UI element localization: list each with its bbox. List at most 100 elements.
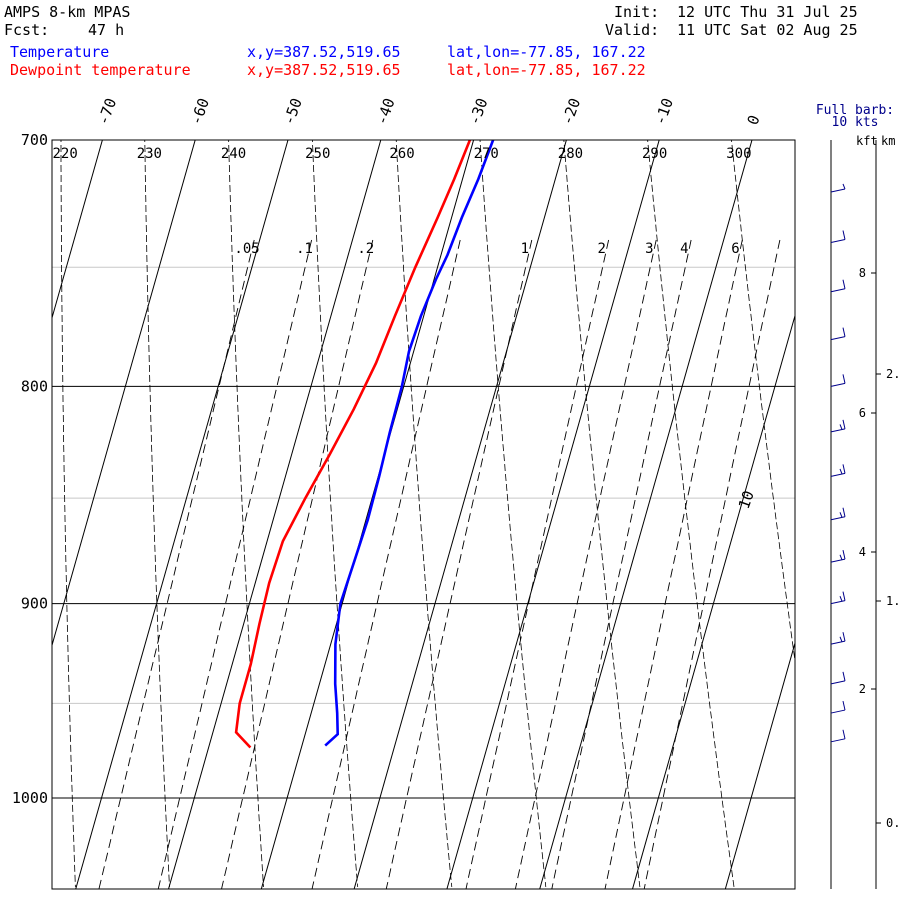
mixing-ratio-line	[551, 239, 692, 889]
wind-barb-staff	[830, 336, 846, 341]
wind-barb-feather	[839, 468, 843, 475]
mixing-ratio-label: .2	[357, 241, 374, 257]
isotherm-label: -40	[372, 96, 398, 128]
height-kft-label: 8	[859, 266, 866, 280]
wind-barb-feather	[842, 464, 846, 474]
wind-barb-staff	[830, 558, 846, 563]
legend-temperature-name: Temperature	[10, 43, 110, 61]
plot-frame	[51, 139, 796, 890]
isotherm-label: -50	[280, 96, 306, 128]
isotherm-line	[167, 140, 382, 889]
dry-adiabat-label: 230	[137, 146, 162, 162]
wind-barb-feather	[842, 419, 846, 430]
isotherm-line	[446, 140, 660, 889]
wind-barb-feather	[842, 279, 846, 289]
dry-adiabat-line	[563, 140, 641, 888]
height-kft-label: 6	[859, 406, 866, 420]
background-grid	[0, 135, 900, 894]
wind-barb-feather	[839, 554, 843, 560]
height-kft-label: 4	[859, 545, 866, 559]
wind-km-label: km	[881, 134, 895, 148]
wind-barb-feather	[839, 424, 843, 430]
pressure-tick-label: 1000	[12, 789, 48, 807]
wind-barb-feather	[842, 507, 846, 517]
isotherm-line	[724, 641, 795, 889]
isotherm-label: -60	[187, 96, 213, 128]
valid-time: 11 UTC Sat 02 Aug 25	[677, 21, 858, 39]
dry-adiabat-line	[144, 140, 170, 888]
dry-adiabat-line	[60, 140, 76, 888]
mixing-ratio-label: 4	[680, 241, 688, 257]
isotherm-label: -20	[558, 96, 584, 128]
forecast-hours: 47 h	[88, 21, 125, 39]
pressure-tick-label: 700	[21, 131, 48, 149]
wind-barb-feather	[839, 596, 843, 602]
wind-barb-staff	[830, 709, 846, 714]
isotherm-line	[817, 135, 900, 894]
wind-barb-feather	[842, 183, 846, 190]
wind-barb-staff	[830, 288, 846, 293]
sounding-traces	[234, 140, 495, 749]
dry-adiabat-line	[815, 135, 900, 887]
dry-adiabat-line	[228, 140, 264, 888]
wind-barb-staff	[830, 680, 846, 685]
legend-dewpoint-latlon: lat,lon=-77.85, 167.22	[447, 61, 646, 79]
wind-barb-feather	[842, 591, 846, 601]
dry-adiabat-label: 260	[389, 146, 414, 162]
wind-barb-staff	[830, 239, 846, 244]
dry-adiabat-label: 270	[474, 146, 499, 162]
dewpoint-trace	[234, 140, 472, 749]
temperature-trace	[324, 140, 495, 747]
wind-kft-label: kft	[856, 134, 878, 148]
mixing-ratio-line	[643, 239, 781, 889]
valid-label: Valid:	[605, 21, 660, 39]
wind-barb-feather	[839, 512, 843, 518]
mixing-ratio-line	[604, 239, 743, 889]
wind-barb-feather	[842, 729, 846, 739]
isotherm-line	[260, 140, 475, 889]
wind-barb-staff	[830, 382, 846, 387]
pressure-tick-label: 900	[21, 595, 48, 613]
wind-barb-staff	[830, 188, 846, 193]
mixing-ratio-label: 3	[645, 241, 653, 257]
isotherm-label: -70	[94, 96, 120, 128]
wind-key-line2: 10 kts	[832, 115, 879, 130]
wind-barb-staff	[830, 428, 846, 433]
legend-dewpoint-xy: x,y=387.52,519.65	[247, 61, 401, 79]
wind-barb-staff	[830, 516, 846, 521]
legend-dewpoint-name: Dewpoint temperature	[10, 61, 191, 79]
isotherm-line	[0, 135, 11, 894]
wind-barb-feather	[839, 636, 843, 642]
wind-profile-panel: Full barb:10 kts kft km 2 4 6 8 0. 1. 2.	[816, 103, 900, 889]
isotherm-line	[631, 313, 795, 889]
dry-adiabat-label: 290	[642, 146, 667, 162]
dry-adiabat-line	[311, 140, 359, 888]
wind-barb-feather	[842, 550, 846, 560]
wind-barb-staff	[830, 600, 846, 605]
mixing-ratio-label: 1	[521, 241, 529, 257]
wind-barb-staff	[830, 640, 846, 645]
dry-adiabat-line	[395, 140, 453, 888]
isotherm-line	[75, 140, 289, 889]
wind-barb-feather	[842, 230, 846, 240]
isotherm-label: -10	[651, 96, 677, 128]
dry-adiabat-line	[647, 140, 735, 888]
wind-barb-staff	[830, 738, 846, 743]
axis-labels: 700 800 900 1000 -70 -60 -50 -40 -30 -20 -10 0 10 220…	[12, 96, 764, 807]
mixing-ratio-label: .05	[234, 241, 259, 257]
isotherm-line	[539, 140, 753, 889]
isotherm-line	[353, 140, 567, 889]
mixing-ratio-line	[221, 239, 374, 889]
isotherm-label: 10	[735, 488, 758, 511]
dry-adiabat-label: 280	[558, 146, 583, 162]
dry-adiabat-label: 250	[305, 146, 330, 162]
legend-temperature-latlon: lat,lon=-77.85, 167.22	[447, 43, 646, 61]
init-time: 12 UTC Thu 31 Jul 25	[677, 3, 858, 21]
legend-temperature-xy: x,y=387.52,519.65	[247, 43, 401, 61]
height-km-label: 1.	[886, 594, 900, 608]
pressure-tick-label: 800	[21, 377, 48, 395]
dry-adiabat-line	[731, 140, 795, 664]
mixing-ratio-label: 6	[731, 241, 739, 257]
isotherm-label: -30	[465, 96, 491, 128]
